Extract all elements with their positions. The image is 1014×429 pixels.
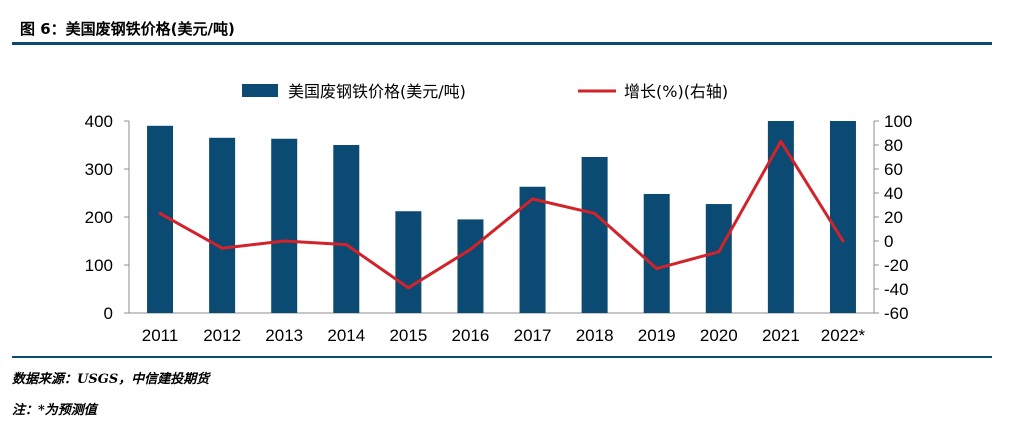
- x-tick-label: 2014: [327, 326, 365, 345]
- legend-label-line: 增长(%)(右轴): [624, 82, 728, 101]
- figure-title: 图 6：美国废钢铁价格(美元/吨): [20, 20, 235, 38]
- bar: [767, 121, 794, 313]
- tick-labels: 0 100 200 300 400 -60 -40 -20 0 20 40 60 80 100 2011 20…: [85, 112, 913, 345]
- x-tick-label: 2021: [762, 326, 800, 345]
- x-tick-label: 2015: [389, 326, 427, 345]
- y-right-tick-label: -40: [884, 280, 909, 299]
- y-right-tick-label: -20: [884, 256, 909, 275]
- x-tick-label: 2022*: [821, 326, 866, 345]
- x-tick-label: 2018: [576, 326, 614, 345]
- x-tick-label: 2017: [514, 326, 552, 345]
- growth-point: [717, 250, 721, 254]
- bar: [395, 211, 422, 313]
- top-rule: [12, 42, 992, 45]
- growth-point: [468, 247, 472, 251]
- x-tick-label: 2016: [452, 326, 490, 345]
- bottom-rule: [12, 356, 992, 358]
- growth-point: [531, 197, 535, 201]
- growth-point: [841, 239, 845, 243]
- y-left-tick-label: 100: [85, 256, 113, 275]
- bar: [209, 137, 236, 313]
- y-right-tick-label: 20: [884, 208, 903, 227]
- x-tick-label: 2012: [203, 326, 241, 345]
- x-tick-label: 2013: [265, 326, 303, 345]
- y-left-tick-label: 300: [85, 160, 113, 179]
- bar: [581, 157, 608, 313]
- y-right-tick-label: 100: [884, 112, 912, 131]
- bar: [643, 193, 670, 313]
- bar-series: [147, 121, 856, 313]
- y-left-tick-label: 200: [85, 208, 113, 227]
- x-tick-label: 2020: [700, 326, 738, 345]
- bar: [333, 145, 360, 313]
- bar: [271, 138, 298, 313]
- x-tick-label: 2011: [142, 326, 179, 345]
- bar: [705, 204, 732, 313]
- growth-point: [282, 239, 286, 243]
- growth-point: [779, 139, 783, 143]
- y-right-tick-label: -60: [884, 304, 909, 323]
- y-left-tick-label: 0: [104, 304, 113, 323]
- bar: [457, 219, 484, 313]
- line-series: [158, 139, 845, 290]
- axes: [124, 120, 879, 314]
- bar: [829, 121, 856, 313]
- growth-point: [158, 211, 162, 215]
- growth-point: [593, 211, 597, 215]
- legend-label-bar: 美国废钢铁价格(美元/吨): [288, 82, 466, 101]
- y-right-tick-label: 40: [884, 184, 903, 203]
- x-tick-label: 2019: [638, 326, 676, 345]
- growth-point: [406, 286, 410, 290]
- legend: 美国废钢铁价格(美元/吨) 增长(%)(右轴): [242, 82, 728, 101]
- y-right-tick-label: 80: [884, 136, 903, 155]
- growth-point: [344, 243, 348, 247]
- y-left-tick-label: 400: [85, 112, 113, 131]
- source-note: 数据来源：USGS，中信建投期货: [12, 372, 210, 387]
- y-right-tick-label: 60: [884, 160, 903, 179]
- growth-point: [655, 267, 659, 271]
- legend-swatch-bar: [242, 84, 278, 97]
- growth-point: [220, 246, 224, 250]
- footnote: 注：*为预测值: [12, 403, 97, 418]
- growth-line: [159, 139, 845, 290]
- y-right-tick-label: 0: [884, 232, 893, 251]
